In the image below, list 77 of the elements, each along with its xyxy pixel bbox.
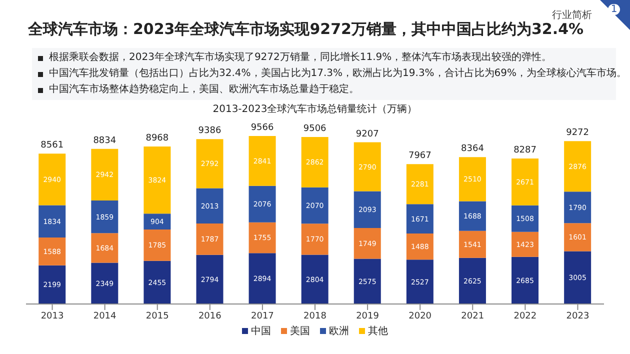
bar (248, 222, 276, 254)
text: 1 (608, 4, 620, 15)
chart-title: 全球汽车市场：2023年全球汽车市场实现9272万销量，其中中国占比约为32.4% (28, 20, 584, 39)
bar (301, 137, 328, 188)
bar (196, 188, 224, 224)
bar (248, 136, 276, 186)
text: 中国汽车市场整体趋势稳定向上，美国、欧洲汽车市场总量趋于稳定。 (49, 82, 359, 97)
bar (301, 224, 328, 255)
legend-label: 欧洲 (328, 324, 349, 338)
total-label: 8968 (146, 134, 169, 144)
bar (458, 230, 486, 258)
x-tick-label: 2016 (198, 311, 222, 322)
total-label: 9386 (198, 126, 222, 136)
bar (512, 158, 539, 206)
x-tick-label: 2021 (461, 311, 484, 322)
legend-label: 其他 (367, 324, 388, 338)
total-label: 8561 (40, 140, 64, 151)
bar (564, 223, 592, 252)
x-tick-label: 2014 (93, 311, 117, 322)
bar (301, 254, 328, 304)
total-label: 8834 (93, 136, 116, 146)
bar (406, 260, 434, 304)
text: 中国汽车批发销量（包括出口）占比为32.4%，美国占比为17.3%，欧洲占比为19.3%，合计占比为69%，为全球核心汽车市场。 (49, 66, 627, 81)
bar (38, 265, 66, 304)
total-label: 9506 (303, 124, 327, 134)
text: 行业简析 (552, 8, 592, 22)
total-label: 9566 (250, 123, 274, 133)
bar (458, 157, 486, 202)
bar (196, 139, 224, 188)
bar (38, 205, 66, 238)
bar (512, 256, 539, 304)
chart-subtitle: 2013-2023全球汽车市场总销量统计（万辆） (212, 102, 418, 116)
bar (144, 146, 171, 214)
x-tick-label: 2023 (566, 311, 590, 322)
legend-label: 美国 (289, 324, 310, 338)
bar (91, 200, 118, 234)
total-label: 8287 (514, 145, 536, 156)
bar (354, 142, 381, 192)
bar (354, 228, 381, 259)
bar (196, 224, 224, 255)
total-label: 9207 (356, 129, 379, 140)
bar (144, 214, 171, 230)
x-tick-label: 2020 (408, 311, 432, 322)
x-tick-label: 2019 (356, 311, 380, 322)
bar (196, 254, 224, 304)
x-tick-label: 2022 (514, 311, 537, 322)
bar (144, 230, 171, 261)
bar (512, 205, 539, 232)
bar (91, 148, 118, 201)
bar (406, 204, 434, 234)
bar (91, 233, 118, 263)
bar (354, 258, 381, 304)
bar (91, 262, 118, 304)
bar (354, 191, 381, 228)
bar (564, 141, 592, 192)
total-label: 8364 (461, 144, 484, 154)
bar (512, 232, 539, 257)
x-tick-label: 2013 (40, 311, 64, 322)
text: 根据乘联会数据，2023年全球汽车市场实现了9272万销量，同比增长11.9%，整体汽车市场表现出较强的弹性。 (49, 50, 552, 65)
bar (564, 251, 592, 304)
bar (458, 201, 486, 231)
x-tick-label: 2017 (251, 311, 274, 322)
bar (248, 186, 276, 222)
bar (248, 253, 276, 304)
bar (144, 260, 171, 304)
bar (564, 192, 592, 224)
bar (406, 164, 434, 204)
total-label: 9272 (566, 128, 590, 138)
total-label: 7967 (408, 151, 432, 162)
x-tick-label: 2018 (304, 311, 327, 322)
bar (301, 187, 328, 224)
x-tick-label: 2015 (146, 311, 169, 322)
bar (458, 258, 486, 304)
bar (38, 154, 66, 206)
bar (406, 233, 434, 260)
legend-label: 中国 (250, 324, 271, 338)
bar (38, 237, 66, 266)
